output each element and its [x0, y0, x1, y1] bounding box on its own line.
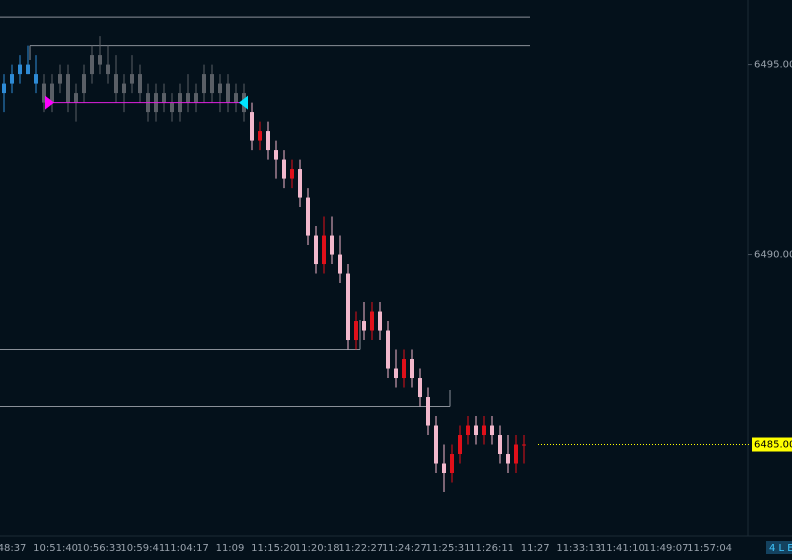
candle-body	[410, 359, 414, 379]
candle-body	[98, 55, 102, 65]
candle-body	[2, 83, 6, 94]
candle-body	[266, 131, 270, 151]
candle-body	[114, 74, 118, 94]
candle-body	[362, 321, 366, 331]
x-tick-label: 11:25:31	[426, 543, 471, 554]
entry-marker	[45, 95, 54, 110]
candle-body	[194, 93, 198, 103]
x-tick-label: 10:59:41	[120, 543, 165, 554]
candle-body	[386, 330, 390, 369]
badge-box	[766, 541, 792, 554]
candle-body	[58, 74, 62, 84]
candle-body	[106, 64, 110, 75]
x-tick-label: 11:09	[216, 543, 245, 554]
candle-body	[50, 83, 54, 103]
candle-body	[490, 425, 494, 436]
candle-body	[298, 169, 302, 198]
candle-body	[346, 273, 350, 341]
candle-body	[210, 74, 214, 94]
candle-body	[322, 235, 326, 265]
x-tick-label: 11:49:07	[644, 543, 689, 554]
x-tick-label: 11:27	[521, 543, 550, 554]
candle-body	[442, 463, 446, 474]
candle-body	[234, 93, 238, 103]
candle-body	[170, 102, 174, 113]
candle-body	[282, 159, 286, 179]
candle-body	[74, 93, 78, 103]
candle-body	[26, 64, 30, 75]
candle-body	[370, 311, 374, 331]
x-tick-label: 11:15:20	[251, 543, 296, 554]
candle-body	[90, 55, 94, 75]
candle-body	[394, 368, 398, 379]
candle-body	[514, 444, 518, 464]
candle-body	[258, 131, 262, 141]
x-tick-label: 11:24:27	[382, 543, 427, 554]
candle-body	[450, 454, 454, 474]
candle-body	[274, 150, 278, 160]
candle-body	[458, 435, 462, 455]
candle-body	[434, 425, 438, 464]
candle-body	[378, 311, 382, 331]
x-tick-label: 10:51:40	[33, 543, 78, 554]
candle-body	[522, 444, 526, 446]
candle-body	[66, 74, 70, 103]
candle-body	[418, 378, 422, 398]
candle-body	[218, 83, 222, 94]
y-tick-label: 6495.00	[754, 60, 792, 71]
x-tick-label: 10:56:33	[77, 543, 122, 554]
candle-body	[34, 74, 38, 84]
candle-body	[338, 254, 342, 274]
candle-body	[138, 74, 142, 94]
exit-marker	[239, 95, 248, 110]
last-price-label: 6485.00	[754, 440, 792, 451]
candle-body	[506, 454, 510, 464]
candle-body	[226, 83, 230, 103]
candle-body	[82, 74, 86, 94]
candle-body	[426, 397, 430, 426]
y-tick-label: 6490.00	[754, 250, 792, 261]
x-tick-label: 11:04:17	[164, 543, 209, 554]
candle-body	[10, 74, 14, 84]
candle-body	[330, 235, 334, 255]
candle-body	[186, 93, 190, 103]
candle-body	[402, 359, 406, 379]
candle-body	[474, 425, 478, 436]
x-tick-label: 11:26:11	[469, 543, 514, 554]
last-price-box	[752, 437, 792, 452]
candle-body	[466, 425, 470, 436]
candle-body	[290, 169, 294, 179]
candle-body	[250, 112, 254, 141]
candle-body	[498, 435, 502, 455]
candle-body	[162, 93, 166, 103]
candle-body	[122, 83, 126, 94]
candle-body	[18, 64, 22, 75]
candle-body	[130, 74, 134, 84]
candle-body	[354, 321, 358, 341]
candle-body	[202, 74, 206, 94]
candle-body	[314, 235, 318, 265]
x-tick-label: 11:41:10	[600, 543, 645, 554]
x-tick-label: 11:57:04	[687, 543, 732, 554]
candle-body	[306, 197, 310, 236]
candle-body	[482, 425, 486, 436]
x-tick-label: 11:20:18	[295, 543, 340, 554]
x-tick-label: 48:37	[0, 543, 26, 554]
candle-body	[42, 83, 46, 103]
x-tick-label: 11:22:27	[338, 543, 383, 554]
badge-label: 4 L E	[769, 543, 792, 554]
x-tick-label: 11:33:13	[556, 543, 601, 554]
